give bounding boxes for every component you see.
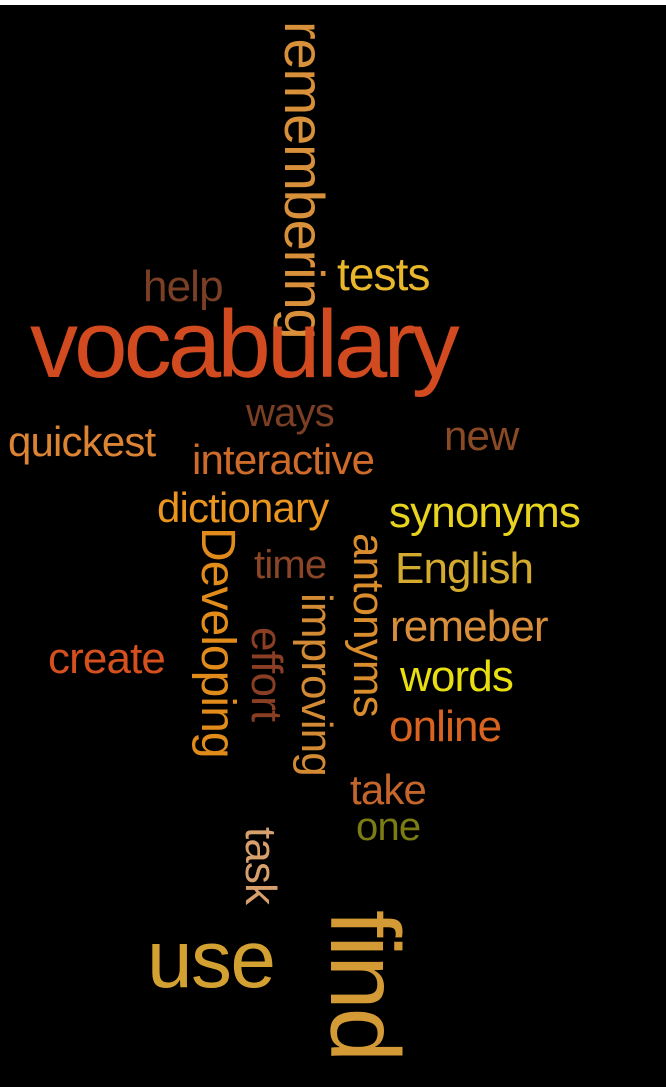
word-english: English <box>395 544 534 593</box>
word-new: new <box>444 412 519 459</box>
word-synonyms: synonyms <box>389 488 581 537</box>
word-effort: effort <box>242 627 291 722</box>
word-help: help <box>143 262 224 311</box>
word-time: time <box>254 543 327 587</box>
word-ways: ways <box>246 391 335 435</box>
word-take: take <box>350 766 427 813</box>
word-words: words <box>400 652 514 701</box>
word-create: create <box>48 634 166 683</box>
word-improving: improving <box>292 593 341 776</box>
word-remeber: remeber <box>390 602 549 651</box>
word-find: find <box>310 910 420 1061</box>
word-developing: Developing <box>191 527 244 758</box>
word-interactive: interactive <box>192 436 375 483</box>
word-tests: tests <box>337 248 430 300</box>
word-one: one <box>356 805 421 849</box>
word-dictionary: dictionary <box>157 484 329 531</box>
word-vocabulary: vocabulary <box>30 291 460 398</box>
word-antonyms: antonyms <box>344 533 393 717</box>
word-task: task <box>236 827 285 905</box>
word-online: online <box>389 702 502 751</box>
word-use: use <box>147 914 276 1005</box>
word-quickest: quickest <box>8 418 156 465</box>
